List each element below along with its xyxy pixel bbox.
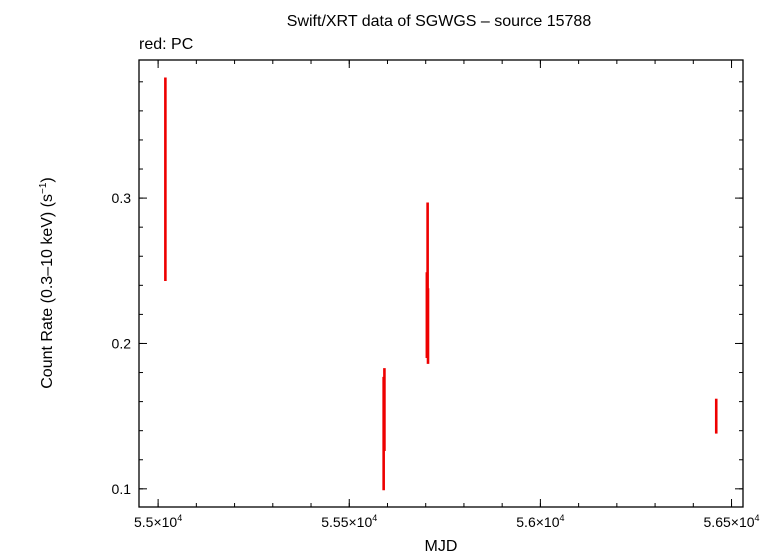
x-tick-label: 5.55×104 — [321, 513, 377, 530]
y-tick-label: 0.1 — [112, 481, 132, 497]
x-tick-exponent: 4 — [372, 513, 377, 523]
data-series — [164, 77, 718, 491]
y-axis-label: Count Rate (0.3–10 keV) (s−1) — [38, 177, 56, 389]
x-tick-exponent: 4 — [755, 513, 760, 523]
plot-frame — [138, 59, 744, 508]
x-tick-mantissa: 5.6×10 — [516, 514, 559, 530]
y-tick-label: 0.2 — [112, 335, 132, 351]
x-axis-label: MJD — [425, 538, 458, 554]
x-tick-mantissa: 5.65×10 — [704, 514, 755, 530]
chart-title: Swift/XRT data of SGWGS – source 15788 — [287, 13, 592, 30]
axis-ticks — [139, 60, 743, 507]
x-tick-label: 5.6×104 — [516, 513, 564, 530]
chart-subtitle: red: PC — [139, 36, 193, 53]
x-tick-mantissa: 5.55×10 — [321, 514, 372, 530]
x-tick-exponent: 4 — [559, 513, 564, 523]
x-tick-mantissa: 5.5×10 — [134, 514, 177, 530]
y-tick-label: 0.3 — [112, 190, 132, 206]
x-tick-label: 5.65×104 — [704, 513, 760, 530]
x-tick-label: 5.5×104 — [134, 513, 182, 530]
y-axis-label-end: ) — [39, 177, 56, 182]
y-axis-label-main: Count Rate (0.3–10 keV) (s — [39, 194, 56, 389]
x-tick-exponent: 4 — [177, 513, 182, 523]
y-axis-label-sup: −1 — [38, 182, 49, 194]
